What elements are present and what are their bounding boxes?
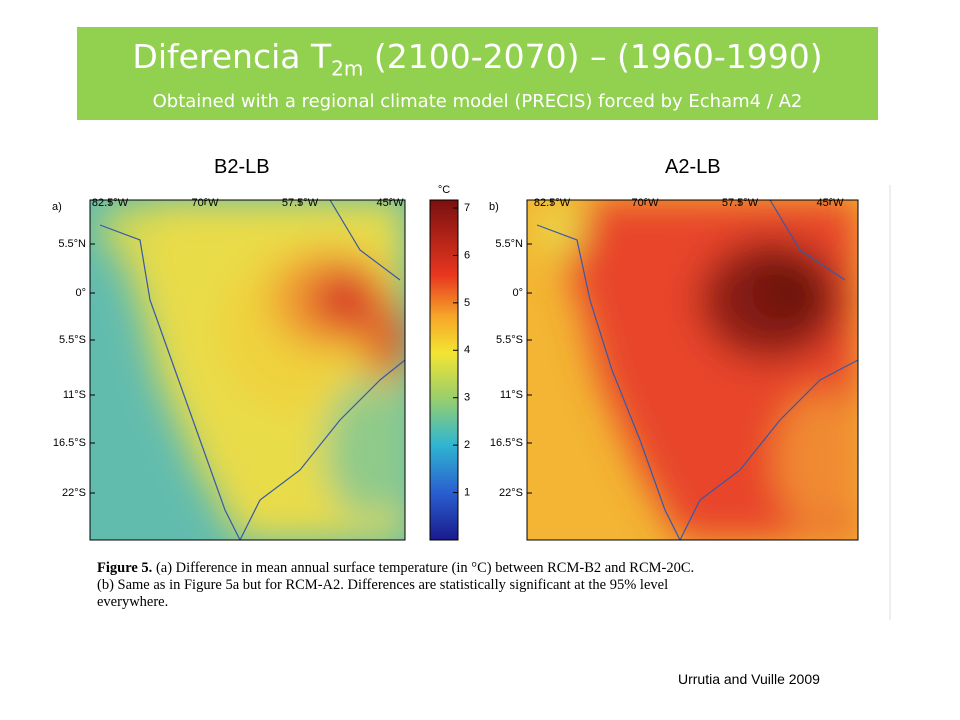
colorbar-tick-label: 7: [464, 202, 470, 214]
latitude-label: 0°: [75, 287, 86, 299]
caption-line: (a) Difference in mean annual surface te…: [155, 560, 695, 576]
latitude-label: 22°S: [62, 487, 86, 499]
colorbar-unit: °C: [438, 184, 450, 196]
map-frame: [89, 199, 406, 541]
latitude-label: 11°S: [63, 389, 86, 401]
latitude-label: 0°: [512, 287, 523, 299]
latitude-label: 5.5°S: [59, 334, 86, 346]
latitude-label: 11°S: [500, 389, 523, 401]
subtitle: Obtained with a regional climate model (…: [152, 90, 803, 112]
map-b: [527, 200, 858, 540]
latitude-label: 5.5°N: [495, 238, 523, 250]
latitude-label: 5.5°N: [58, 238, 86, 250]
title: Diferencia T2m (2100-2070) – (1960-1990): [77, 37, 878, 89]
title-text: (2100-2070) – (1960-1990): [363, 37, 823, 76]
map-a: [90, 200, 405, 540]
latitude-label: 22°S: [499, 487, 523, 499]
title-banner: Diferencia T2m (2100-2070) – (1960-1990)…: [77, 27, 878, 120]
panel-letter: a): [52, 201, 62, 213]
caption-label: Figure 5.: [97, 560, 153, 576]
caption-line: everywhere.: [97, 594, 169, 610]
colorbar-tick-label: 4: [464, 344, 470, 356]
latitude-label: 5.5°S: [496, 334, 523, 346]
panel-label: A2-LB: [665, 156, 721, 178]
map-frame: [526, 199, 859, 541]
caption: Figure 5. (a) Difference in mean annual …: [97, 560, 817, 611]
title-subscript: 2m: [331, 56, 364, 81]
latitude-label: 16.5°S: [490, 437, 523, 449]
latitude-label: 16.5°S: [53, 437, 86, 449]
caption-line: (b) Same as in Figure 5a but for RCM-A2.…: [97, 577, 669, 593]
panel-label: B2-LB: [214, 156, 270, 178]
title-text: Diferencia T: [132, 37, 332, 76]
colorbar-tick-label: 5: [464, 297, 470, 309]
panel-letter: b): [489, 201, 499, 213]
credit: Urrutia and Vuille 2009: [678, 671, 820, 687]
colorbar-tick-label: 3: [464, 392, 470, 404]
colorbar-tick-label: 6: [464, 249, 470, 261]
colorbar-tick-label: 2: [464, 439, 470, 451]
colorbar-tick-label: 1: [464, 486, 470, 498]
colorbar: [429, 199, 459, 541]
